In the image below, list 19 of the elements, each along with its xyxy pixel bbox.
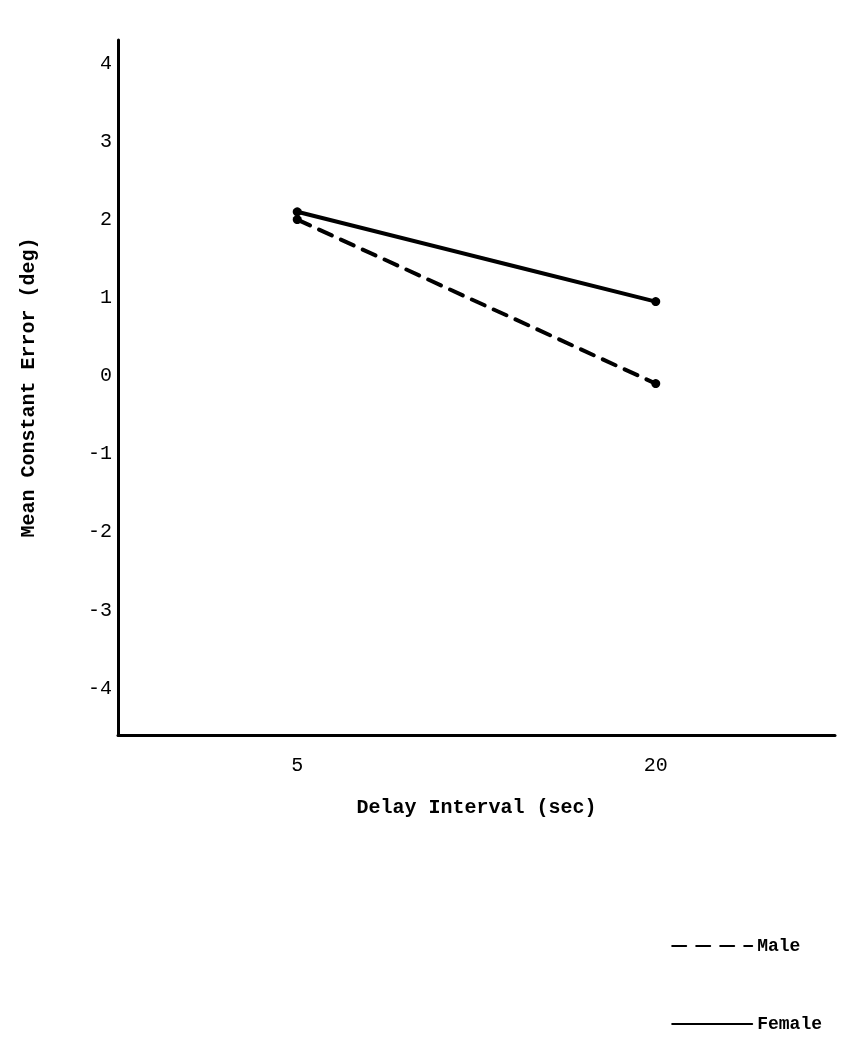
legend-label: Male bbox=[757, 936, 801, 956]
y-tick-label: 0 bbox=[99, 364, 112, 388]
point bbox=[292, 207, 302, 217]
x-axis-title: Delay Interval (sec) bbox=[356, 795, 597, 819]
legend-label: Female bbox=[757, 1014, 822, 1034]
y-tick-label: -3 bbox=[87, 598, 112, 622]
y-tick-label: 3 bbox=[99, 130, 112, 154]
y-tick-label: -4 bbox=[87, 676, 112, 700]
x-tick-label: 5 bbox=[291, 753, 304, 777]
y-tick-label: 1 bbox=[99, 286, 112, 310]
y-tick-label: 4 bbox=[99, 51, 112, 75]
y-axis-title: Mean Constant Error (deg) bbox=[16, 237, 40, 538]
y-tick-label: 2 bbox=[99, 208, 112, 232]
y-tick-label: -2 bbox=[87, 520, 112, 544]
point bbox=[651, 379, 661, 389]
point bbox=[651, 297, 661, 307]
x-tick-label: 20 bbox=[643, 753, 668, 777]
point bbox=[292, 215, 302, 225]
y-tick-label: -1 bbox=[87, 442, 112, 466]
